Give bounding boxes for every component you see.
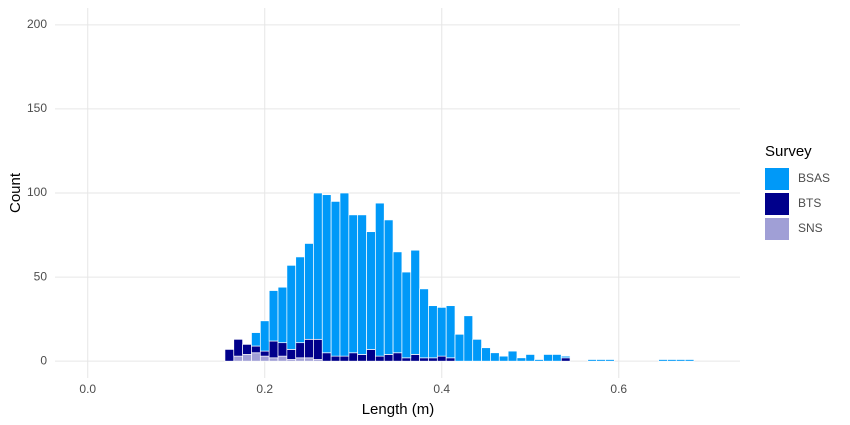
bar (507, 350, 518, 362)
bar (375, 202, 385, 357)
bar (348, 214, 359, 354)
x-axis-label: Length (m) (362, 401, 435, 418)
bar (366, 231, 376, 350)
bar (596, 359, 606, 362)
bar (375, 355, 385, 362)
bar (428, 357, 438, 362)
bar (498, 355, 509, 362)
bar (463, 315, 474, 362)
y-tick-label: 0 (40, 353, 47, 367)
y-tick-label: 200 (27, 17, 47, 31)
bar (251, 332, 261, 347)
bar (295, 342, 305, 359)
bar (348, 352, 359, 362)
bar (419, 357, 429, 362)
bar (428, 305, 438, 359)
bar (233, 338, 243, 357)
bar (658, 359, 668, 362)
bar (383, 354, 394, 362)
bar (259, 350, 270, 357)
bar (392, 251, 403, 354)
bar (675, 359, 686, 362)
bar (436, 355, 447, 362)
bar (277, 355, 288, 362)
bar (224, 349, 235, 362)
bar (233, 355, 243, 362)
bar (321, 194, 332, 354)
bar (445, 357, 456, 362)
bar (543, 354, 553, 362)
x-tick-label: 0.0 (79, 382, 96, 396)
legend-swatch (765, 168, 789, 190)
bar (552, 354, 562, 362)
y-tick-label: 50 (34, 269, 48, 283)
bar (268, 357, 279, 362)
bar (277, 286, 288, 344)
bar (286, 349, 297, 360)
bar (330, 201, 341, 357)
y-tick-label: 100 (27, 185, 47, 199)
bar (321, 352, 332, 362)
bar (684, 359, 695, 362)
bar (587, 359, 597, 362)
legend-label: BSAS (798, 171, 830, 185)
bar (445, 305, 456, 359)
bar (295, 256, 305, 344)
bar (516, 357, 527, 362)
bar (295, 357, 305, 362)
bar (259, 355, 270, 362)
legend-swatch (765, 193, 789, 215)
legend-label: BTS (798, 196, 821, 210)
bar (410, 249, 420, 355)
bar (259, 320, 270, 352)
bar (490, 352, 500, 362)
bar (481, 347, 491, 362)
bar (304, 357, 314, 362)
bar (251, 352, 261, 362)
legend-title: Survey (765, 143, 812, 160)
bar (251, 345, 261, 354)
bar (472, 338, 482, 362)
bar (366, 349, 376, 362)
x-tick-label: 0.2 (256, 382, 273, 396)
bar (560, 355, 571, 359)
bar (304, 338, 314, 359)
bar (313, 338, 323, 360)
bar (454, 333, 465, 362)
legend-label: SNS (798, 221, 823, 235)
bar (242, 354, 252, 362)
bar (357, 354, 367, 362)
bar (304, 243, 314, 340)
bar (277, 342, 288, 357)
bar (667, 359, 677, 362)
bar (242, 344, 252, 355)
bar (392, 352, 403, 362)
bar (525, 354, 536, 362)
y-tick-label: 150 (27, 101, 47, 115)
bar (357, 214, 367, 355)
bar (560, 357, 571, 362)
bar (330, 355, 341, 362)
bar (419, 288, 429, 359)
x-tick-label: 0.6 (610, 382, 627, 396)
bar (401, 357, 412, 362)
bar (313, 192, 323, 340)
bar (339, 192, 350, 357)
y-axis-label: Count (7, 172, 24, 213)
bar (268, 340, 279, 359)
bar (401, 271, 412, 359)
bar (605, 359, 615, 362)
bar (383, 219, 394, 355)
bar (534, 359, 544, 362)
bar (286, 264, 297, 350)
bar (339, 355, 350, 362)
bar (410, 354, 420, 362)
bar (436, 307, 447, 357)
legend-swatch (765, 218, 789, 240)
bar (268, 290, 279, 342)
x-tick-label: 0.4 (433, 382, 450, 396)
